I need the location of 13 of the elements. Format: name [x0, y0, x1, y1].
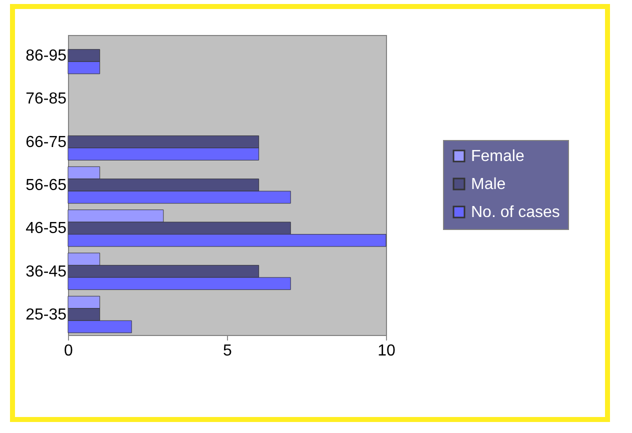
- x-tick-label: 0: [64, 342, 74, 360]
- y-tick-label: 56-65: [26, 177, 67, 194]
- y-tick-label: 25-35: [26, 306, 67, 324]
- y-tick-label: 46-55: [26, 220, 67, 238]
- legend-label: Male: [471, 176, 506, 193]
- x-tick-label: 10: [378, 342, 396, 360]
- y-tick-label: 76-85: [26, 90, 67, 108]
- legend-label: No. of cases: [471, 204, 560, 221]
- y-tick-label: 36-45: [26, 263, 67, 280]
- x-tick-label: 5: [223, 342, 232, 360]
- y-tick-label: 86-95: [26, 48, 67, 65]
- y-tick-label: 66-75: [26, 134, 67, 151]
- legend-label: Female: [471, 148, 524, 165]
